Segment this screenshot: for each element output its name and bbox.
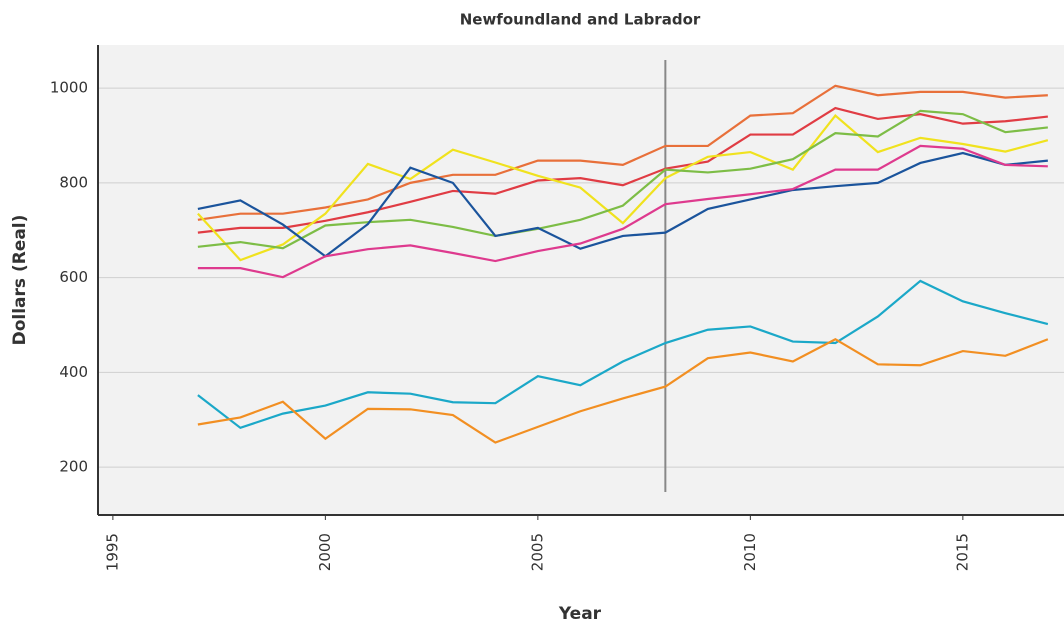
line-series <box>197 109 1048 250</box>
line-series <box>197 144 1048 279</box>
line-series <box>197 337 1049 444</box>
y-tick-label: 1000 <box>50 79 88 97</box>
line-series <box>197 151 1048 258</box>
x-tick-label: 2010 <box>741 533 759 571</box>
line-series <box>197 114 1049 262</box>
y-tick-label: 800 <box>59 173 88 191</box>
chart-title: Newfoundland and Labrador <box>460 11 701 29</box>
y-axis-label: Dollars (Real) <box>10 215 30 346</box>
plot-area <box>98 45 1064 515</box>
x-axis-label: Year <box>558 604 602 624</box>
x-tick-label: 2015 <box>953 533 971 571</box>
y-tick-label: 600 <box>59 268 88 286</box>
x-tick-label: 2000 <box>316 533 334 571</box>
x-tick-label: 2005 <box>528 533 546 571</box>
y-tick-label: 200 <box>59 458 88 476</box>
line-series <box>197 84 1048 221</box>
y-tick-label: 400 <box>59 363 88 381</box>
x-tick-label: 1995 <box>103 533 121 571</box>
line-series <box>197 106 1048 234</box>
line-series <box>197 279 1049 430</box>
